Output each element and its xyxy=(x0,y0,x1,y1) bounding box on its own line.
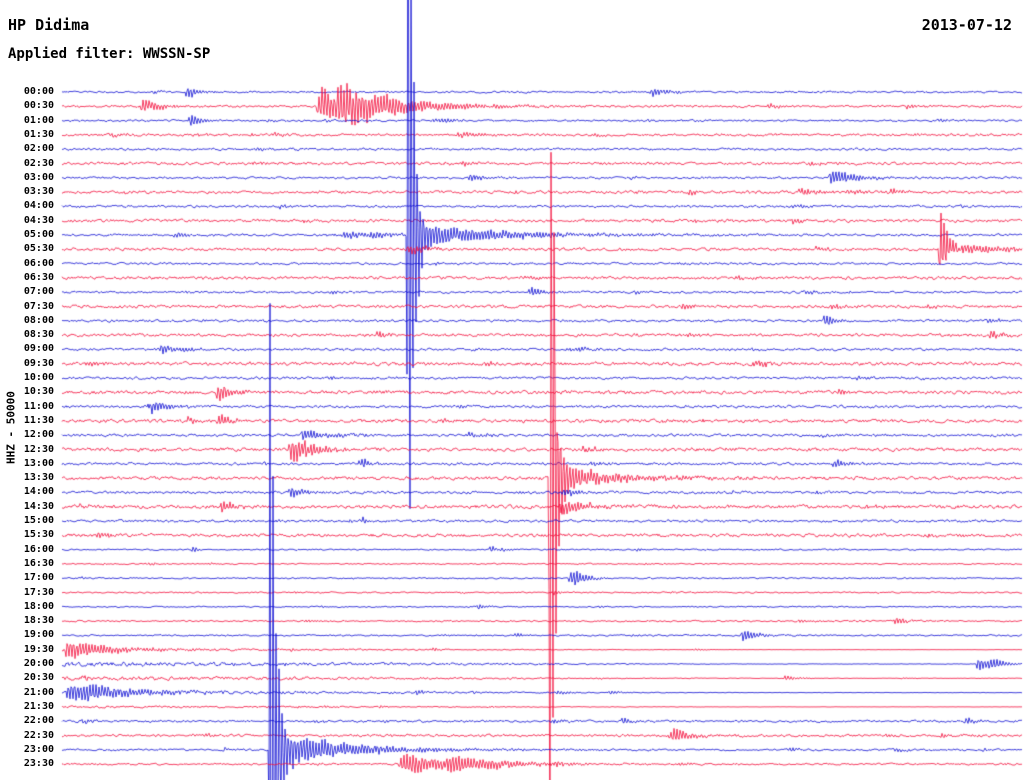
time-label: 03:00 xyxy=(23,171,54,183)
time-label: 01:00 xyxy=(23,114,54,126)
time-label: 02:30 xyxy=(23,157,54,169)
time-label: 01:30 xyxy=(23,128,54,140)
time-label: 14:00 xyxy=(23,486,54,498)
time-label: 00:00 xyxy=(23,86,54,97)
time-label: 13:30 xyxy=(23,472,54,484)
time-label: 20:00 xyxy=(23,658,54,669)
time-label: 18:00 xyxy=(23,600,54,612)
time-label: 23:30 xyxy=(23,758,54,770)
time-label: 16:00 xyxy=(23,543,54,555)
time-label: 09:00 xyxy=(23,343,54,355)
time-label: 10:30 xyxy=(23,386,54,398)
time-label: 20:30 xyxy=(23,672,54,684)
time-label: 21:00 xyxy=(23,686,54,698)
time-label: 06:30 xyxy=(23,271,54,283)
time-label: 08:30 xyxy=(23,329,54,341)
time-label: 10:00 xyxy=(23,372,54,383)
time-label: 11:00 xyxy=(23,400,54,412)
time-label: 23:00 xyxy=(23,743,54,755)
time-label: 21:30 xyxy=(23,700,54,712)
filter-label: Applied filter: WWSSN-SP xyxy=(8,46,211,62)
time-label: 05:30 xyxy=(23,243,54,255)
time-label: 15:00 xyxy=(23,515,54,526)
time-label: 06:00 xyxy=(23,257,54,269)
time-label: 12:00 xyxy=(23,429,54,441)
time-label: 11:30 xyxy=(23,414,54,426)
date-label: 2013-07-12 xyxy=(921,16,1012,34)
time-label: 09:30 xyxy=(23,357,54,369)
time-label: 17:00 xyxy=(23,572,54,584)
station-title: HP Didima xyxy=(8,16,90,34)
time-label: 00:30 xyxy=(23,100,54,112)
y-axis-label: HHZ - 50000 xyxy=(4,391,18,464)
time-label: 12:30 xyxy=(23,443,54,455)
time-label: 19:30 xyxy=(23,643,54,655)
time-label: 22:00 xyxy=(23,715,54,727)
time-label: 04:00 xyxy=(23,200,54,212)
time-label: 07:30 xyxy=(23,300,54,312)
time-label: 14:30 xyxy=(23,500,54,512)
time-label: 05:00 xyxy=(23,229,54,240)
time-label: 16:30 xyxy=(23,557,54,569)
time-label: 13:00 xyxy=(23,457,54,469)
time-label: 15:30 xyxy=(23,529,54,541)
time-label: 07:00 xyxy=(23,286,54,298)
time-label: 18:30 xyxy=(23,615,54,627)
time-label: 19:00 xyxy=(23,629,54,641)
time-label: 22:30 xyxy=(23,729,54,741)
time-label: 03:30 xyxy=(23,186,54,198)
time-label: 17:30 xyxy=(23,586,54,598)
time-label: 04:30 xyxy=(23,214,54,226)
time-label: 08:00 xyxy=(23,314,54,326)
time-label: 02:00 xyxy=(23,143,54,155)
